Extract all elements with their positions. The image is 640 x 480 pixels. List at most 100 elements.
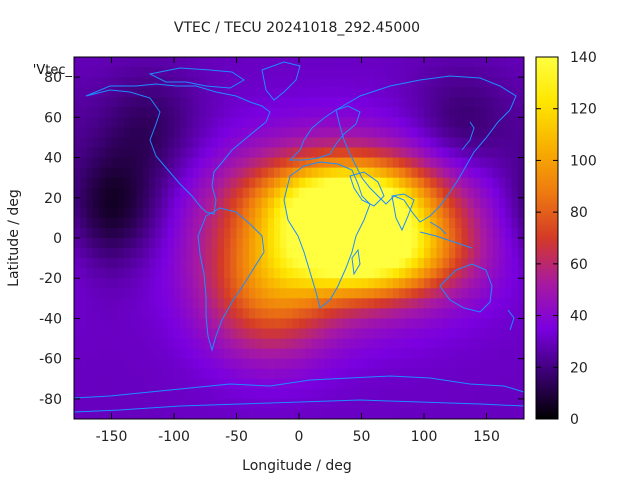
- heatmap-cell: [492, 107, 500, 118]
- heatmap-cell: [142, 97, 150, 108]
- heatmap-cell: [305, 368, 313, 380]
- heatmap-cell: [167, 137, 175, 149]
- heatmap-cell: [492, 258, 500, 269]
- heatmap-cell: [199, 137, 206, 149]
- heatmap-cell: [517, 278, 524, 289]
- heatmap-cell: [286, 398, 294, 410]
- heatmap-cell: [155, 268, 163, 279]
- heatmap-cell: [317, 127, 325, 139]
- heatmap-cell: [217, 348, 225, 360]
- heatmap-cell: [299, 227, 306, 239]
- heatmap-cell: [511, 348, 519, 360]
- heatmap-cell: [311, 308, 319, 320]
- heatmap-cell: [86, 318, 94, 330]
- heatmap-cell: [455, 298, 463, 309]
- heatmap-cell: [74, 167, 81, 179]
- heatmap-cell: [149, 117, 156, 128]
- heatmap-cell: [330, 318, 338, 330]
- heatmap-cell: [230, 167, 238, 179]
- heatmap-cell: [167, 268, 175, 279]
- heatmap-cell: [355, 87, 363, 98]
- heatmap-cell: [374, 97, 381, 108]
- heatmap-cell: [367, 77, 375, 88]
- y-tick-label: 0: [53, 231, 62, 247]
- heatmap-cell: [142, 398, 150, 410]
- heatmap-cell: [105, 57, 113, 68]
- heatmap-cell: [399, 268, 406, 279]
- heatmap-cell: [324, 207, 331, 219]
- heatmap-cell: [155, 127, 163, 139]
- heatmap-cell: [492, 117, 500, 128]
- heatmap-cell: [367, 268, 375, 279]
- heatmap-cell: [336, 318, 344, 330]
- heatmap-cell: [186, 167, 194, 179]
- heatmap-cell: [230, 288, 238, 299]
- heatmap-cell: [436, 207, 444, 219]
- heatmap-cell: [380, 318, 388, 330]
- heatmap-cell: [392, 167, 400, 179]
- heatmap-cell: [174, 57, 181, 68]
- heatmap-cell: [505, 308, 513, 320]
- heatmap-cell: [186, 107, 194, 118]
- heatmap-cell: [324, 87, 331, 98]
- heatmap-cell: [499, 268, 506, 279]
- heatmap-cell: [192, 408, 200, 419]
- heatmap-cell: [455, 67, 463, 78]
- heatmap-cell: [80, 308, 88, 320]
- heatmap-cell: [124, 278, 131, 289]
- heatmap-cell: [342, 167, 350, 179]
- heatmap-cell: [230, 177, 238, 189]
- heatmap-cell: [492, 378, 500, 390]
- heatmap-cell: [505, 408, 513, 419]
- heatmap-cell: [467, 57, 475, 68]
- heatmap-cell: [236, 97, 244, 108]
- heatmap-cell: [136, 187, 144, 199]
- heatmap-cell: [361, 217, 369, 229]
- heatmap-cell: [436, 77, 444, 88]
- heatmap-cell: [142, 117, 150, 128]
- heatmap-cell: [467, 318, 475, 330]
- heatmap-cell: [111, 308, 119, 320]
- heatmap-cell: [511, 207, 519, 219]
- heatmap-cell: [417, 137, 425, 149]
- heatmap-cell: [117, 388, 125, 400]
- heatmap-cell: [355, 167, 363, 179]
- heatmap-cell: [317, 378, 325, 390]
- heatmap-cell: [405, 157, 413, 169]
- heatmap-cell: [349, 388, 356, 400]
- heatmap-cell: [205, 368, 213, 380]
- heatmap-cell: [355, 338, 363, 350]
- heatmap-cell: [99, 248, 106, 259]
- heatmap-cell: [199, 238, 206, 249]
- heatmap-cell: [299, 308, 306, 320]
- heatmap-cell: [417, 408, 425, 419]
- heatmap-cell: [399, 278, 406, 289]
- heatmap-cell: [336, 217, 344, 229]
- heatmap-cell: [124, 87, 131, 98]
- heatmap-cell: [411, 127, 419, 139]
- heatmap-cell: [511, 217, 519, 229]
- heatmap-cell: [99, 147, 106, 159]
- heatmap-cell: [467, 217, 475, 229]
- heatmap-cell: [374, 117, 381, 128]
- heatmap-cell: [117, 227, 125, 239]
- heatmap-cell: [486, 408, 494, 419]
- heatmap-cell: [411, 288, 419, 299]
- heatmap-cell: [361, 288, 369, 299]
- heatmap-cell: [217, 127, 225, 139]
- heatmap-cell: [174, 87, 181, 98]
- heatmap-cell: [167, 117, 175, 128]
- heatmap-cell: [399, 298, 406, 309]
- heatmap-cell: [117, 177, 125, 189]
- heatmap-cell: [255, 318, 263, 330]
- heatmap-cell: [317, 177, 325, 189]
- heatmap-cell: [330, 137, 338, 149]
- heatmap-cell: [517, 87, 524, 98]
- heatmap-cell: [74, 268, 81, 279]
- heatmap-cell: [355, 308, 363, 320]
- heatmap-cell: [386, 147, 394, 159]
- heatmap-cell: [324, 278, 331, 289]
- heatmap-cell: [486, 87, 494, 98]
- heatmap-cell: [474, 348, 481, 360]
- heatmap-cell: [105, 248, 113, 259]
